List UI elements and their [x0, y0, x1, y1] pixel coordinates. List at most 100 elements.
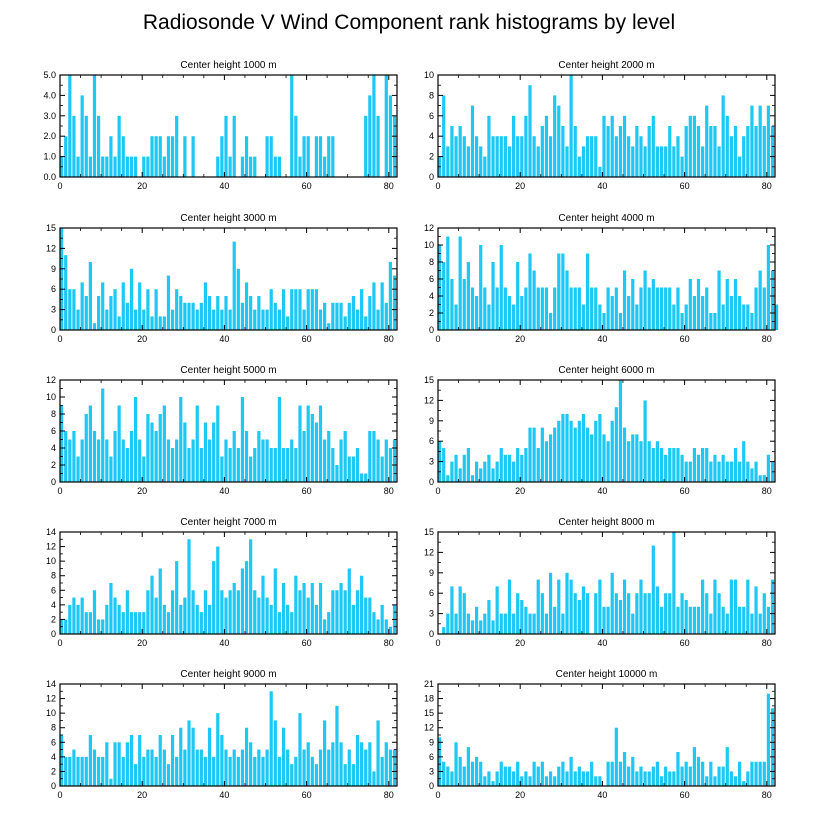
bar [544, 287, 549, 330]
bar [318, 749, 323, 786]
bar [655, 761, 660, 786]
bar [635, 771, 639, 786]
bar [503, 454, 507, 482]
bar [162, 749, 166, 786]
bar [220, 136, 224, 177]
bar [253, 156, 257, 177]
bar [162, 156, 166, 177]
bar [199, 749, 203, 786]
bar [614, 407, 618, 482]
bar [265, 309, 269, 330]
bar [639, 766, 643, 786]
x-tick-label: 20 [137, 638, 147, 648]
bar [738, 461, 742, 482]
bar [701, 146, 705, 177]
bar [516, 136, 520, 177]
bar [117, 115, 121, 177]
bar [491, 262, 495, 330]
bar [306, 405, 310, 482]
bar [72, 597, 76, 634]
bar [68, 756, 72, 786]
bar [680, 313, 684, 330]
bar [762, 287, 766, 330]
bar [614, 287, 618, 330]
bar [442, 95, 446, 177]
bar [249, 742, 253, 786]
bar [364, 473, 368, 482]
bar [725, 747, 729, 786]
histogram-panel-5: Center height 5000 m 0 2 4 6 8 10 12 0 20 40 60 80 [46, 365, 398, 496]
bar [281, 448, 286, 482]
bar [298, 713, 302, 786]
bar [244, 431, 249, 482]
bar [368, 742, 372, 786]
bar [577, 287, 581, 330]
x-tick-label: 60 [680, 334, 690, 344]
y-tick-label: 15 [424, 708, 434, 718]
bar [655, 586, 660, 634]
bar [536, 579, 540, 634]
bar [88, 262, 92, 330]
bar [240, 397, 245, 482]
x-tick-label: 80 [762, 181, 772, 191]
bar [347, 456, 351, 482]
bar [516, 761, 520, 786]
bar [84, 414, 88, 482]
bar [696, 756, 701, 786]
bar [569, 579, 573, 634]
bar [594, 776, 598, 786]
bar [758, 613, 762, 634]
bar [499, 448, 503, 482]
bar [392, 749, 397, 786]
bar [265, 136, 269, 177]
bar [672, 771, 676, 786]
x-tick-label: 80 [762, 334, 772, 344]
bar-group [60, 691, 397, 786]
bar [692, 747, 697, 786]
bar [372, 771, 376, 786]
bar [179, 397, 183, 482]
y-tick-label: 0 [429, 325, 434, 335]
bar [499, 136, 503, 177]
bar [199, 448, 203, 482]
bar [187, 302, 191, 330]
bar [142, 156, 146, 177]
bar [92, 75, 97, 177]
bar [306, 289, 310, 330]
bar [553, 776, 557, 786]
bar [220, 309, 224, 330]
bar [327, 749, 331, 786]
bar [109, 778, 113, 786]
bar [166, 439, 171, 482]
bar [170, 448, 175, 482]
bar [335, 302, 339, 330]
bar [138, 439, 142, 482]
bar [668, 593, 672, 634]
bar [331, 448, 335, 482]
bar [207, 727, 212, 786]
bar [746, 304, 750, 330]
bar [261, 439, 265, 482]
bar [721, 95, 725, 177]
bar [598, 579, 602, 634]
bar [286, 448, 290, 482]
bar [676, 136, 680, 177]
panel-title: Center height 3000 m [180, 213, 276, 224]
bar [668, 287, 672, 330]
histogram-panel-2: Center height 2000 m 0 2 4 6 8 10 0 20 40 60 80 [424, 60, 776, 191]
bar [183, 302, 187, 330]
histogram-panel-1: Center height 1000 m 0.0 1.0 2.0 3.0 4.0 5.0 0 2… [43, 60, 398, 191]
bar [388, 95, 392, 177]
bar [466, 747, 470, 786]
bar [709, 126, 713, 177]
bar [651, 766, 655, 786]
bar [610, 572, 614, 634]
bar [536, 448, 540, 482]
bar [323, 302, 327, 330]
bar [138, 282, 142, 330]
bar [450, 461, 454, 482]
bar [701, 448, 705, 482]
bar [257, 597, 261, 634]
bar [631, 613, 635, 634]
y-tick-label: 4.0 [43, 90, 56, 100]
